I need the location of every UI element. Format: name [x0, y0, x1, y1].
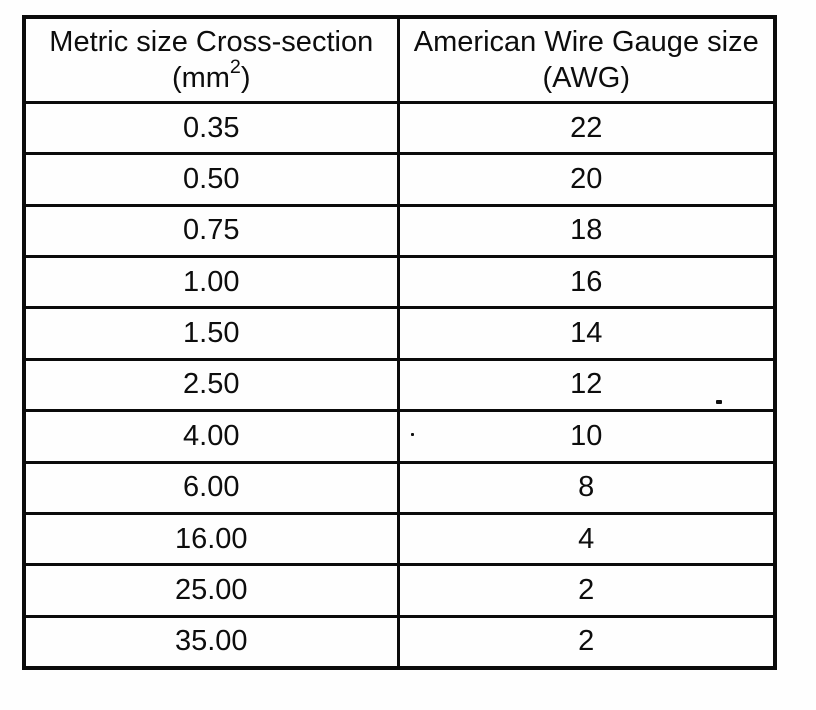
table-body: 0.35 22 0.50 20 0.75 18 1.00 16 1.50 14 …	[24, 102, 775, 668]
scan-artifact-speck	[716, 400, 722, 404]
metric-size-cell: 4.00	[24, 409, 398, 463]
awg-size-cell: 16	[396, 255, 775, 308]
metric-size-cell: 6.00	[24, 460, 398, 514]
metric-size-cell: 35.00	[24, 614, 398, 668]
metric-size-cell: 0.75	[24, 203, 398, 257]
metric-size-cell: 2.50	[24, 357, 398, 411]
awg-size-cell: 10	[396, 409, 775, 463]
header-row: Metric size Cross-section (mm2) American…	[24, 17, 775, 104]
metric-column-header: Metric size Cross-section (mm2)	[24, 17, 398, 104]
scan-artifact-speck	[411, 433, 414, 436]
metric-header-title: Metric size Cross-section	[49, 25, 374, 58]
awg-size-cell: 4	[396, 511, 775, 565]
awg-size-cell: 2	[396, 563, 775, 617]
table-row: 16.00 4	[24, 511, 775, 565]
metric-header-unit: (mm2)	[171, 58, 251, 94]
metric-size-cell: 0.35	[183, 111, 240, 144]
table-row: 4.00 10	[24, 409, 775, 463]
wire-gauge-conversion-table: Metric size Cross-section (mm2) American…	[22, 15, 777, 670]
metric-size-cell: 16.00	[24, 511, 398, 565]
table-row: 25.00 2	[24, 563, 775, 617]
awg-size-cell: 8	[396, 460, 775, 514]
table-row: 2.50 12	[24, 357, 775, 411]
table-row: 0.35 22	[24, 102, 775, 154]
table-row: 1.50 14	[24, 306, 775, 360]
table-row: 1.00 16	[24, 255, 775, 308]
awg-size-cell: 2	[396, 614, 775, 668]
table-row: 6.00 8	[24, 460, 775, 514]
awg-size-cell: 18	[396, 203, 775, 257]
metric-unit-open: (mm	[171, 62, 230, 94]
table-header: Metric size Cross-section (mm2) American…	[24, 17, 775, 104]
metric-unit-superscript: 2	[229, 56, 241, 79]
awg-header-unit: (AWG)	[542, 62, 630, 94]
awg-column-header: American Wire Gauge size (AWG)	[396, 17, 775, 104]
awg-header-title: American Wire Gauge size	[413, 25, 759, 58]
awg-size-cell: 22	[396, 102, 775, 154]
table-row: 35.00 2	[24, 614, 775, 668]
metric-unit-close: )	[240, 62, 251, 94]
metric-size-cell: 25.00	[24, 563, 398, 617]
awg-size-cell: 20	[396, 152, 775, 206]
awg-size-cell: 14	[396, 306, 775, 360]
metric-size-cell: 1.50	[24, 306, 398, 360]
table-row: 0.50 20	[24, 152, 775, 206]
metric-size-cell: 0.50	[24, 152, 398, 206]
metric-size-cell: 1.00	[24, 255, 398, 308]
table-row: 0.75 18	[24, 203, 775, 257]
awg-size-cell: 12	[396, 357, 775, 411]
